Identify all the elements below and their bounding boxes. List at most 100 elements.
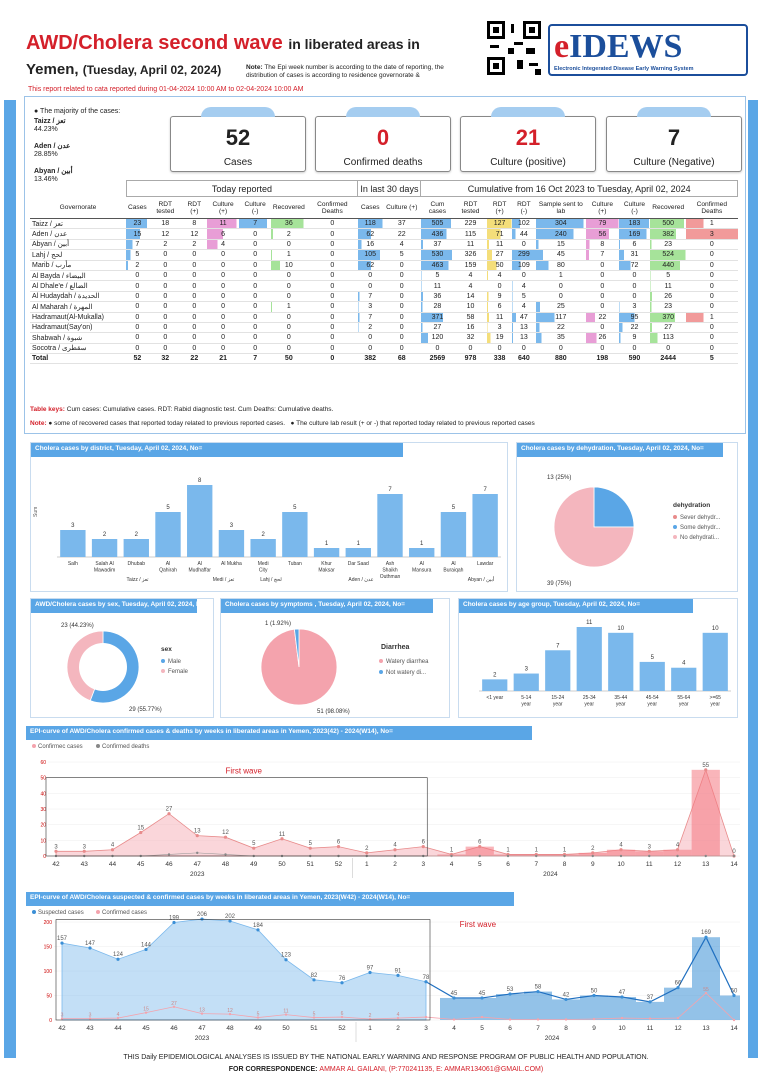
x-tick-label: 2 — [393, 861, 397, 868]
x-tick-label: 2 — [396, 1025, 400, 1032]
tick-label: Shaikh — [382, 568, 398, 574]
confirmed-cases-point — [195, 834, 199, 838]
suspected-cases-point — [396, 973, 400, 978]
table-cell: 0 — [181, 301, 207, 313]
table-cell: 23 — [126, 218, 149, 230]
data-label: 45 — [451, 991, 458, 997]
confirmed-deaths-point — [732, 854, 736, 858]
table-header-row: Governorate Cases RDT tested RDT (+) Culture… — [30, 196, 738, 219]
table-cell: 1 — [270, 301, 307, 313]
table-row: Taizz / تعز 23 18 8 11 7 36 0 118 37 505 229 127 102 3… — [30, 218, 738, 230]
confirmed-cases-point — [675, 848, 680, 852]
table-cell: 102 — [512, 218, 536, 230]
table-cell: 0 — [487, 343, 513, 355]
data-label: 3 — [89, 1013, 92, 1019]
table-cell: 3 — [618, 301, 651, 313]
title-rest: in liberated areas in — [288, 36, 420, 52]
table-cell: 4 — [382, 239, 421, 251]
tick-label: Mudhaffar — [189, 568, 212, 574]
data-label: 37 — [647, 995, 654, 1001]
table-row: Marib / مأرب 2 0 0 0 0 10 0 62 0 463 159 50 109 80 0 72 4… — [30, 260, 738, 271]
table-cell: 11 — [650, 280, 687, 292]
legend-marker — [161, 659, 165, 663]
table-cell: 0 — [453, 343, 488, 355]
y-tick-label: 40 — [40, 791, 46, 797]
confirmed-cases-point — [704, 991, 708, 995]
x-tick-label: 10 — [617, 861, 625, 868]
table-row: Hadramaut(Al-Mukalla) 0 0 0 0 0 0 0 7 0 371 58 11 47 1… — [30, 312, 738, 323]
data-label: 12 — [222, 830, 229, 836]
table-cell: 3 — [686, 228, 738, 240]
confirmed-cases-bar — [691, 769, 720, 856]
table-cell: 0 — [357, 332, 383, 344]
table-cell: 0 — [357, 270, 383, 282]
x-tick-label: 7 — [536, 1025, 540, 1032]
confirmed-cases-point — [252, 846, 256, 850]
confirmed-cases-point — [508, 1018, 512, 1021]
table-cell: 0 — [586, 260, 619, 271]
x-tick-label: 44 — [109, 861, 117, 868]
table-cell: 7 — [126, 239, 149, 251]
legend-label: No dehydrati... — [680, 535, 719, 541]
bar-value-label: 2 — [103, 532, 107, 538]
table-cell: 7 — [239, 353, 271, 365]
x-tick-label: 14 — [730, 1025, 738, 1032]
table-cell: 0 — [382, 270, 421, 282]
bar — [377, 494, 403, 557]
confirmed-cases-point — [308, 846, 312, 850]
table-cell: 56 — [586, 228, 619, 240]
confirmed-deaths-point — [704, 854, 707, 858]
table-cell: 0 — [306, 239, 358, 251]
slice-label: 23 (44.23%) — [61, 623, 94, 629]
table-cell: 71 — [487, 228, 513, 240]
table-cell: 0 — [126, 312, 149, 323]
district-chart-panel: Cholera cases by district, Tuesday, Apri… — [30, 442, 508, 592]
confirmed-cases-point — [167, 812, 171, 816]
column-header: Confirmed Deaths — [686, 196, 738, 219]
suspected-cases-point — [256, 928, 260, 932]
table-cell: 0 — [306, 353, 358, 365]
donut-hole — [79, 643, 127, 691]
column-header: Sample sent to lab — [535, 196, 586, 219]
data-label: 1 — [535, 847, 539, 853]
legend-label: Not watery di... — [386, 670, 426, 676]
confirmed-cases-bar — [606, 849, 636, 856]
table-cell: 5 — [126, 249, 149, 261]
tick-label: Al — [451, 561, 455, 567]
x-tick-label: 13 — [702, 861, 710, 868]
table-cell: 0 — [420, 343, 454, 355]
bar-value-label: 7 — [483, 487, 487, 493]
table-cell: 530 — [420, 249, 454, 261]
legend-marker — [96, 744, 100, 748]
table-cell: 0 — [306, 291, 358, 303]
table-cell: 0 — [181, 291, 207, 303]
table-cell: 0 — [686, 270, 738, 282]
tick-label: 15-24 — [551, 695, 564, 701]
legend-marker — [96, 910, 100, 914]
header-note: Note: The Epi week number is according t… — [246, 64, 476, 80]
x-tick-label: 5 — [480, 1025, 484, 1032]
confirmed-deaths-point — [535, 854, 538, 858]
x-tick-label: 42 — [58, 1025, 66, 1032]
legend-marker — [32, 910, 36, 914]
table-cell: 0 — [586, 343, 619, 355]
bar — [482, 679, 508, 691]
year-label: 2024 — [545, 1035, 560, 1042]
tick-label: 5-14 — [521, 695, 531, 701]
table-cell: Marib / مأرب — [30, 260, 126, 271]
data-label: 50 — [731, 989, 738, 995]
bar — [313, 548, 340, 557]
legend-label: Watery diarrhea — [386, 659, 429, 665]
epi2-chart-title: EPI-curve of AWD/Cholera suspected & con… — [26, 892, 514, 906]
table-cell: 5 — [650, 270, 687, 282]
table-cell: 0 — [239, 312, 271, 323]
bar-value-label: 8 — [198, 478, 202, 484]
table-cell: 62 — [357, 228, 383, 240]
table-cell: 2444 — [650, 353, 687, 365]
suspected-cases-point — [592, 993, 596, 998]
tick-label: <1 year — [486, 695, 503, 701]
suspected-cases-bar — [580, 995, 608, 1020]
suspected-cases-point — [228, 919, 232, 923]
tick-label: year — [647, 702, 657, 708]
table-cell: 0 — [126, 280, 149, 292]
